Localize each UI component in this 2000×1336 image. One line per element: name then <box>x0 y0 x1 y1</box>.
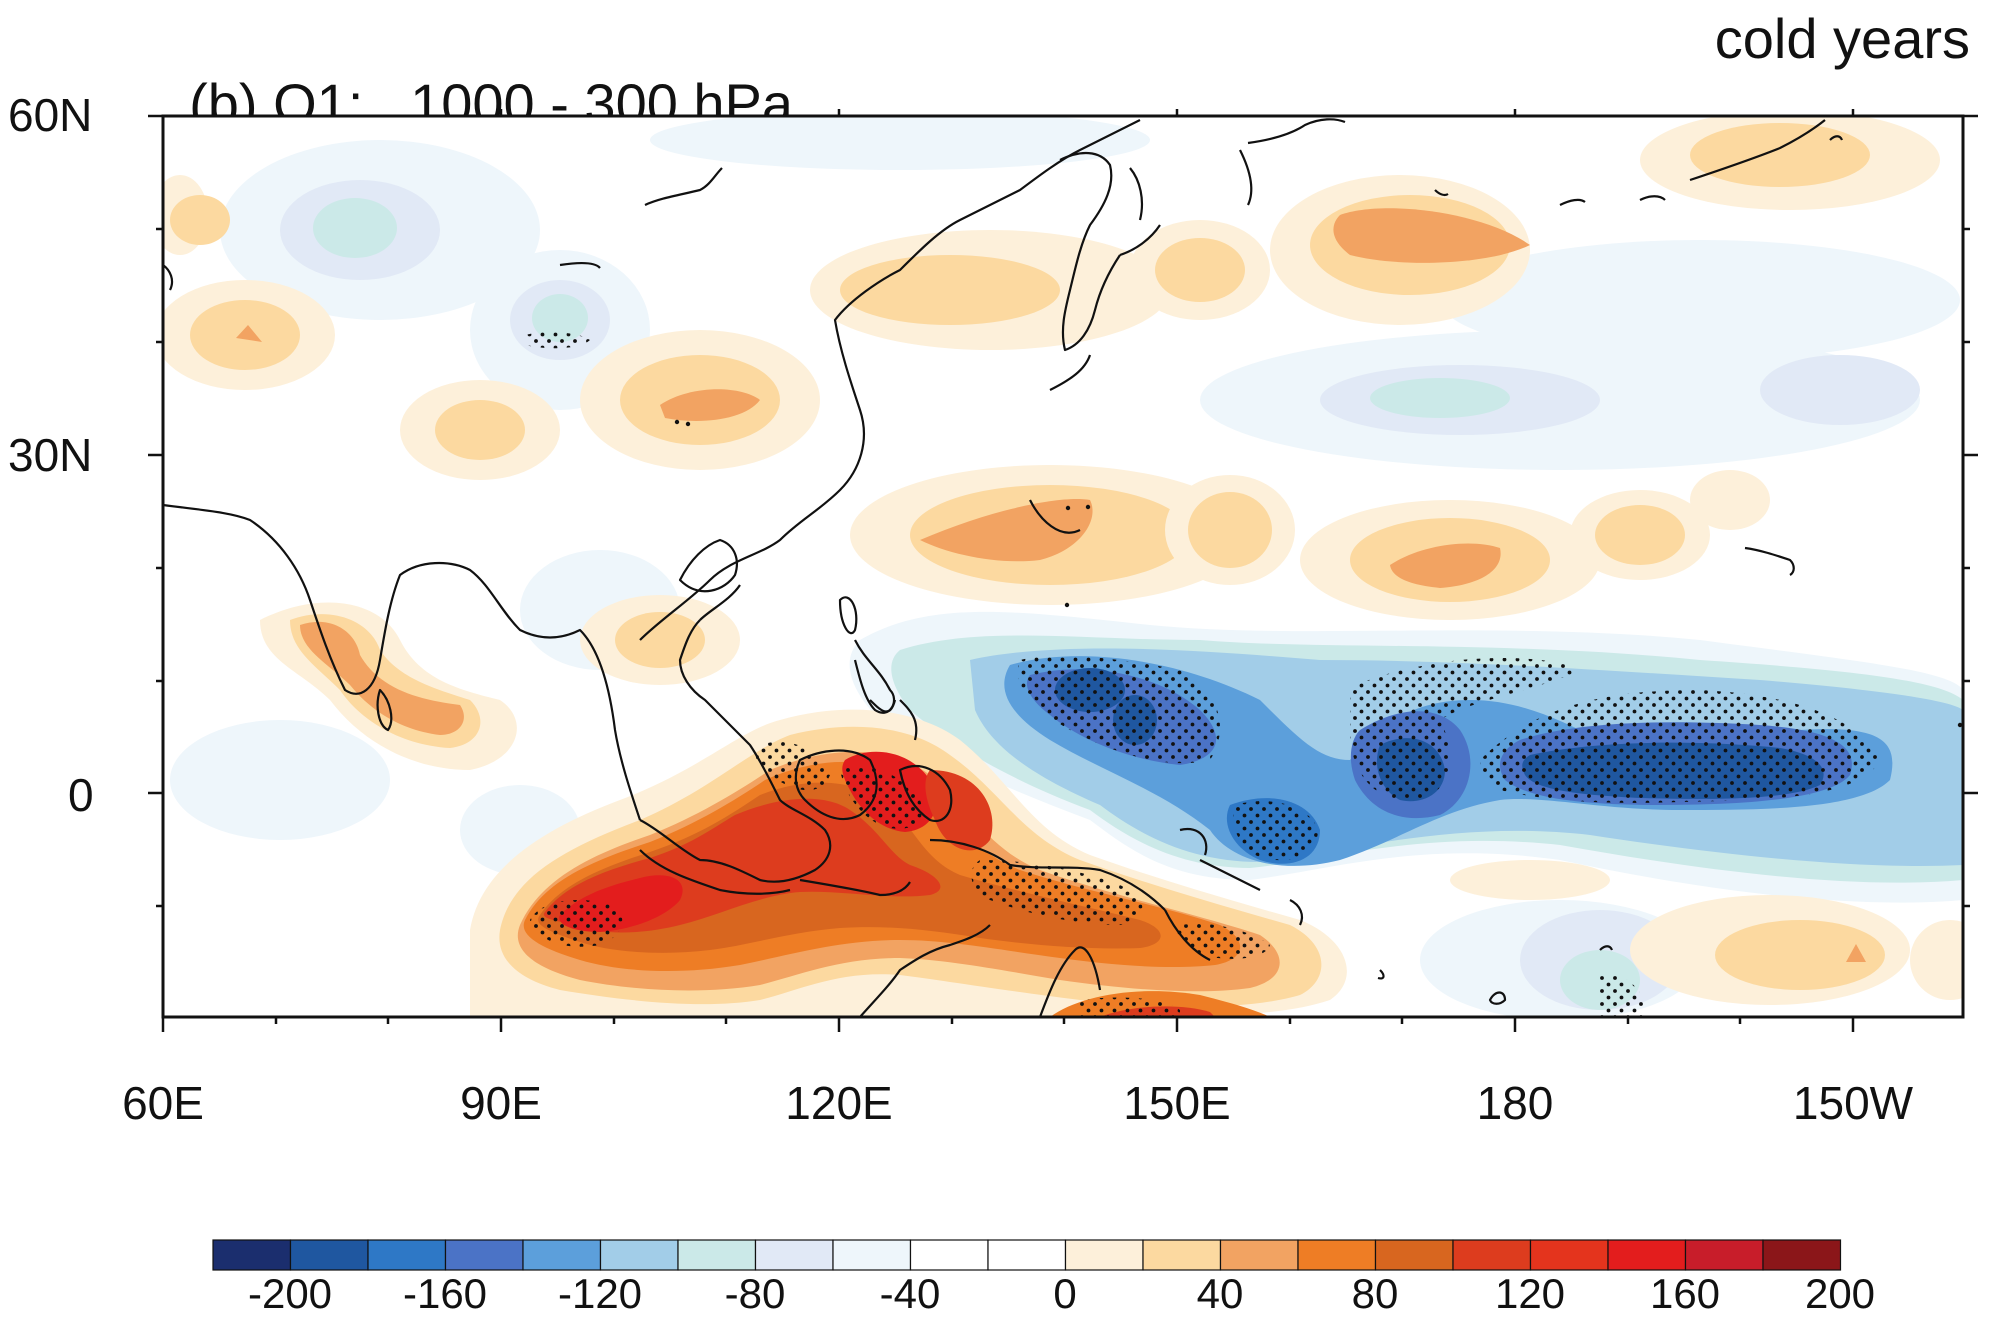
lon-label-60e: 60E <box>122 1077 204 1129</box>
cb-label-200: 200 <box>1804 1270 1876 1317</box>
colorbar-swatch <box>909 1239 989 1271</box>
colorbar-swatch <box>1064 1239 1144 1271</box>
weak-negative-patches <box>170 116 1960 1017</box>
coastlines <box>163 118 1844 1017</box>
lat-label-30n: 30N <box>8 429 93 481</box>
cb-label-n120: -120 <box>557 1270 643 1317</box>
cb-label-n200: -200 <box>247 1270 333 1317</box>
colorbar-swatch <box>367 1239 447 1271</box>
cb-label-40: 40 <box>1196 1270 1244 1317</box>
cb-label-n40: -40 <box>879 1270 941 1317</box>
colorbar-swatch <box>1762 1239 1842 1271</box>
colorbar-swatch <box>1297 1239 1377 1271</box>
lon-label-90e: 90E <box>460 1077 542 1129</box>
map-field <box>163 116 1963 1017</box>
colorbar-swatch <box>522 1239 602 1271</box>
colorbar-swatch <box>212 1239 292 1271</box>
subset-label: cold years <box>1714 7 1970 70</box>
colorbar-swatch <box>1142 1239 1222 1271</box>
cb-label-n160: -160 <box>402 1270 488 1317</box>
lon-label-120e: 120E <box>785 1077 893 1129</box>
lon-label-150w: 150W <box>1792 1077 1914 1129</box>
colorbar-swatch <box>1529 1239 1609 1271</box>
colorbar-swatch <box>987 1239 1067 1271</box>
lat-label-eq: 0 <box>68 769 94 821</box>
cb-label-160: 160 <box>1649 1270 1721 1317</box>
colorbar-swatch <box>1452 1239 1532 1271</box>
cb-label-80: 80 <box>1351 1270 1399 1317</box>
colorbar-swatch <box>1684 1239 1764 1271</box>
colorbar-swatch <box>444 1239 524 1271</box>
colorbar-swatch <box>289 1239 369 1271</box>
lon-label-180: 180 <box>1476 1077 1554 1129</box>
lat-label-60n: 60N <box>8 89 93 141</box>
colorbar-swatch <box>754 1239 834 1271</box>
positive-anomaly-patches <box>163 116 1963 1017</box>
colorbar-swatch <box>1374 1239 1454 1271</box>
colorbar-swatch <box>1219 1239 1299 1271</box>
map-frame <box>148 109 1978 1032</box>
colorbar <box>212 1239 1842 1271</box>
cb-label-120: 120 <box>1494 1270 1566 1317</box>
cb-label-0: 0 <box>1053 1270 1077 1317</box>
lon-label-150e: 150E <box>1123 1077 1231 1129</box>
colorbar-swatch <box>1607 1239 1687 1271</box>
colorbar-swatch <box>599 1239 679 1271</box>
colorbar-swatch <box>832 1239 912 1271</box>
colorbar-swatch <box>677 1239 757 1271</box>
significance-stippling <box>525 332 1963 1017</box>
cb-label-n80: -80 <box>724 1270 786 1317</box>
